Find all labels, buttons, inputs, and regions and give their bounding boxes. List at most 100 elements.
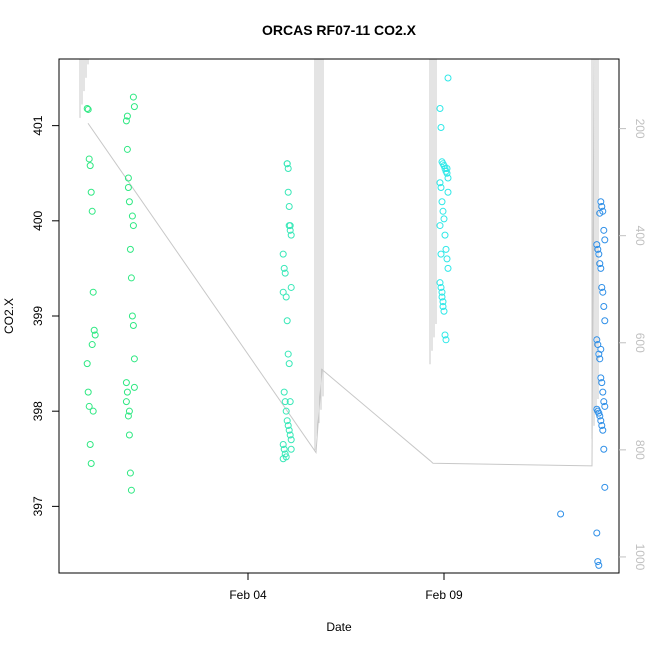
data-point	[596, 209, 604, 217]
data-point	[84, 388, 92, 396]
data-point	[600, 302, 608, 310]
data-point	[439, 302, 447, 310]
data-point	[444, 188, 452, 196]
data-point	[87, 188, 95, 196]
data-point	[283, 160, 291, 168]
data-point	[597, 264, 605, 272]
data-point	[596, 412, 604, 420]
data-point	[286, 431, 294, 439]
data-point	[598, 203, 606, 211]
data-point	[600, 445, 608, 453]
data-point	[436, 179, 444, 187]
data-point	[598, 283, 606, 291]
data-point	[597, 374, 605, 382]
data-point	[599, 288, 607, 296]
data-point	[444, 264, 452, 272]
data-point	[439, 298, 447, 306]
data-point	[437, 124, 445, 132]
data-point	[125, 407, 133, 415]
data-point	[600, 226, 608, 234]
data-point	[129, 222, 137, 230]
data-point	[124, 184, 132, 191]
data-point	[441, 331, 449, 339]
data-point	[441, 231, 449, 239]
data-point	[601, 483, 609, 491]
data-point	[124, 174, 132, 182]
data-point	[595, 561, 603, 569]
data-point	[286, 226, 294, 234]
x-axis-label: Date	[326, 620, 352, 634]
y-tick-label: 398	[31, 401, 45, 421]
y2-tick-label: 600	[633, 333, 647, 353]
data-point	[125, 431, 133, 439]
data-point	[285, 426, 293, 434]
data-point	[437, 250, 445, 258]
data-point	[284, 164, 292, 172]
data-point	[599, 426, 607, 434]
data-point	[437, 283, 445, 291]
data-points	[83, 74, 609, 569]
data-point	[598, 421, 606, 429]
y2-tick-label: 200	[633, 119, 647, 139]
data-point	[593, 336, 601, 344]
data-point	[279, 250, 287, 258]
data-point	[90, 326, 98, 334]
data-point	[440, 307, 448, 315]
data-point	[284, 350, 292, 358]
data-point	[285, 360, 293, 368]
data-point	[442, 336, 450, 344]
data-point	[444, 74, 452, 82]
x-tick-label: Feb 09	[425, 588, 463, 602]
data-point	[280, 264, 288, 272]
data-point	[443, 255, 451, 263]
data-point	[596, 260, 604, 268]
x-axis: Feb 04 Feb 09	[229, 573, 463, 602]
data-point	[88, 341, 96, 349]
data-point	[597, 345, 605, 353]
data-point	[593, 241, 601, 249]
data-point	[287, 436, 295, 444]
y-tick-label: 399	[31, 306, 45, 326]
data-point	[124, 412, 132, 420]
data-point	[282, 407, 290, 415]
data-point	[122, 379, 130, 387]
data-point	[438, 293, 446, 301]
chart-title: ORCAS RF07-11 CO2.X	[262, 22, 417, 38]
data-point	[596, 355, 604, 363]
data-point	[283, 317, 291, 325]
data-point	[88, 207, 96, 215]
data-point	[557, 510, 565, 518]
data-point	[282, 293, 290, 301]
data-point	[600, 398, 608, 406]
plot-frame	[58, 58, 620, 574]
data-point	[593, 529, 601, 537]
data-point	[280, 445, 288, 453]
data-point	[129, 93, 137, 101]
data-point	[438, 198, 446, 206]
data-point	[286, 222, 294, 230]
data-point	[85, 402, 93, 410]
data-point	[281, 269, 289, 277]
data-point	[279, 441, 287, 448]
data-point	[128, 212, 136, 220]
data-point	[130, 103, 138, 111]
data-point	[437, 184, 445, 191]
altitude-trace	[79, 58, 599, 467]
data-point	[442, 245, 450, 253]
data-point	[287, 231, 295, 239]
data-point	[595, 250, 603, 258]
data-point	[130, 355, 138, 363]
data-point	[443, 164, 451, 172]
data-point	[127, 486, 135, 494]
data-point	[594, 558, 602, 566]
trace-path	[87, 58, 595, 467]
x-tick-label: Feb 04	[229, 588, 267, 602]
data-point	[89, 288, 97, 296]
data-point	[127, 274, 135, 282]
data-point	[126, 245, 134, 253]
data-point	[286, 398, 294, 406]
data-point	[86, 441, 94, 448]
data-point	[281, 398, 289, 406]
data-point	[601, 317, 609, 325]
